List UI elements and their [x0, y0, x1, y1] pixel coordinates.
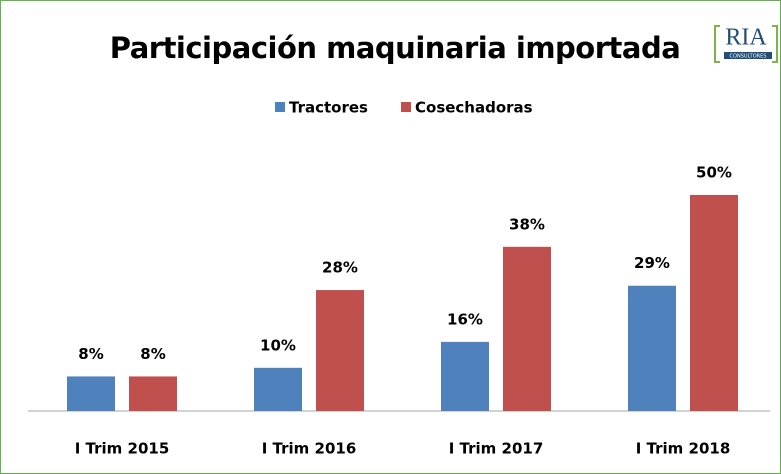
value-label: 50% — [696, 164, 732, 182]
bar — [628, 285, 676, 411]
legend-swatch — [275, 102, 285, 112]
bar — [129, 376, 177, 411]
bar — [316, 290, 364, 411]
bar — [503, 246, 551, 411]
x-tick-label: I Trim 2018 — [636, 440, 731, 458]
bar — [67, 376, 115, 411]
legend-label: Tractores — [289, 99, 368, 117]
value-label: 29% — [634, 254, 670, 272]
value-label: 10% — [260, 336, 296, 354]
bar — [254, 367, 302, 411]
value-label: 28% — [322, 259, 358, 277]
bar — [441, 341, 489, 411]
legend-swatch — [401, 102, 411, 112]
value-label: 38% — [509, 215, 545, 233]
chart-title: Participación maquinaria importada — [110, 31, 681, 65]
logo: RIA CONSULTORES — [714, 25, 778, 63]
x-tick-label: I Trim 2017 — [449, 440, 544, 458]
logo-subtitle: CONSULTORES — [730, 54, 767, 60]
logo-bracket — [714, 25, 778, 63]
x-tick-label: I Trim 2015 — [75, 440, 170, 458]
legend-label: Cosechadoras — [415, 99, 533, 117]
logo-text: RIA — [725, 25, 767, 51]
x-tick-label: I Trim 2016 — [262, 440, 357, 458]
bar — [690, 195, 738, 411]
value-label: 8% — [78, 345, 103, 363]
value-label: 16% — [447, 310, 483, 328]
value-label: 8% — [140, 345, 165, 363]
logo-band — [724, 52, 772, 59]
